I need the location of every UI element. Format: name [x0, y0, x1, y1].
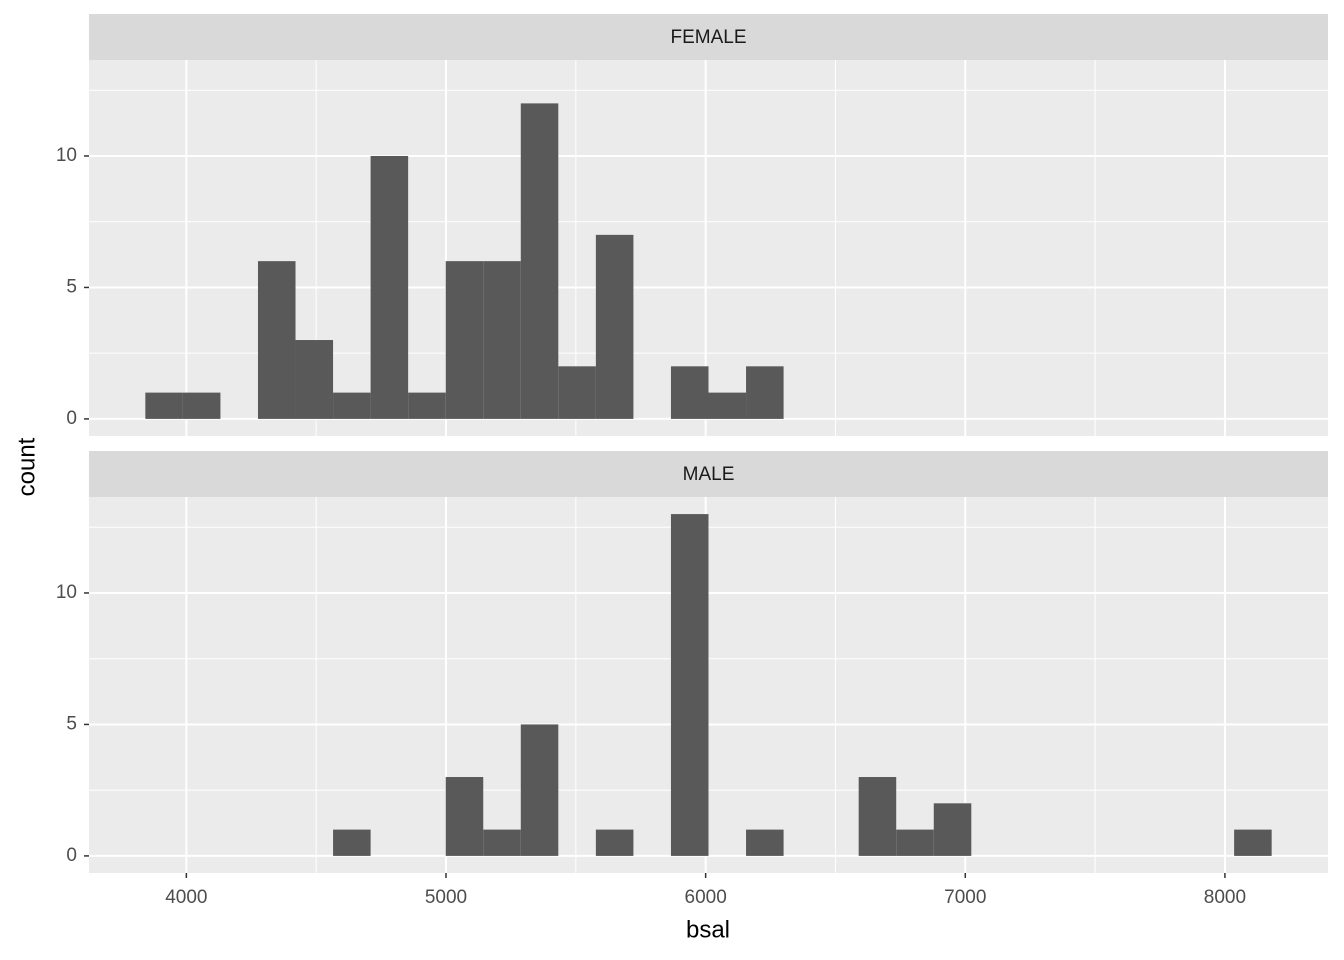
bar	[333, 829, 371, 856]
strip-label: FEMALE	[670, 27, 746, 48]
x-tick-label: 8000	[1204, 887, 1246, 908]
x-tick-label: 5000	[425, 887, 467, 908]
y-tick-label: 0	[66, 845, 77, 866]
bar	[933, 803, 972, 856]
bar	[182, 392, 221, 419]
bar	[595, 234, 634, 419]
bar	[896, 829, 934, 856]
bar	[408, 392, 446, 419]
y-tick-label: 10	[56, 582, 77, 603]
bar	[483, 261, 521, 419]
y-tick-label: 0	[66, 408, 77, 429]
bar	[445, 777, 484, 856]
bar	[670, 514, 709, 856]
y-tick-label: 10	[56, 145, 77, 166]
y-tick-label: 5	[66, 713, 77, 734]
bar	[670, 366, 709, 419]
bar	[295, 340, 334, 419]
bar	[333, 392, 371, 419]
bar	[145, 392, 183, 419]
x-axis-label: bsal	[686, 916, 730, 943]
bar	[746, 366, 784, 419]
strip	[89, 451, 1328, 497]
strip	[89, 14, 1328, 60]
strip-label: MALE	[683, 464, 735, 485]
bar	[370, 155, 409, 419]
bar	[520, 724, 559, 856]
x-tick-label: 4000	[165, 887, 207, 908]
bar	[746, 829, 784, 856]
y-axis-label: count	[13, 437, 40, 496]
bar	[558, 366, 596, 419]
bar	[520, 103, 559, 419]
bar	[257, 261, 296, 419]
x-tick-label: 6000	[685, 887, 727, 908]
y-tick-label: 5	[66, 276, 77, 297]
bar	[1234, 829, 1272, 856]
bar	[858, 777, 897, 856]
x-tick-label: 7000	[944, 887, 986, 908]
bar	[483, 829, 521, 856]
bar	[445, 261, 484, 419]
bar	[708, 392, 747, 419]
bar	[595, 829, 634, 856]
